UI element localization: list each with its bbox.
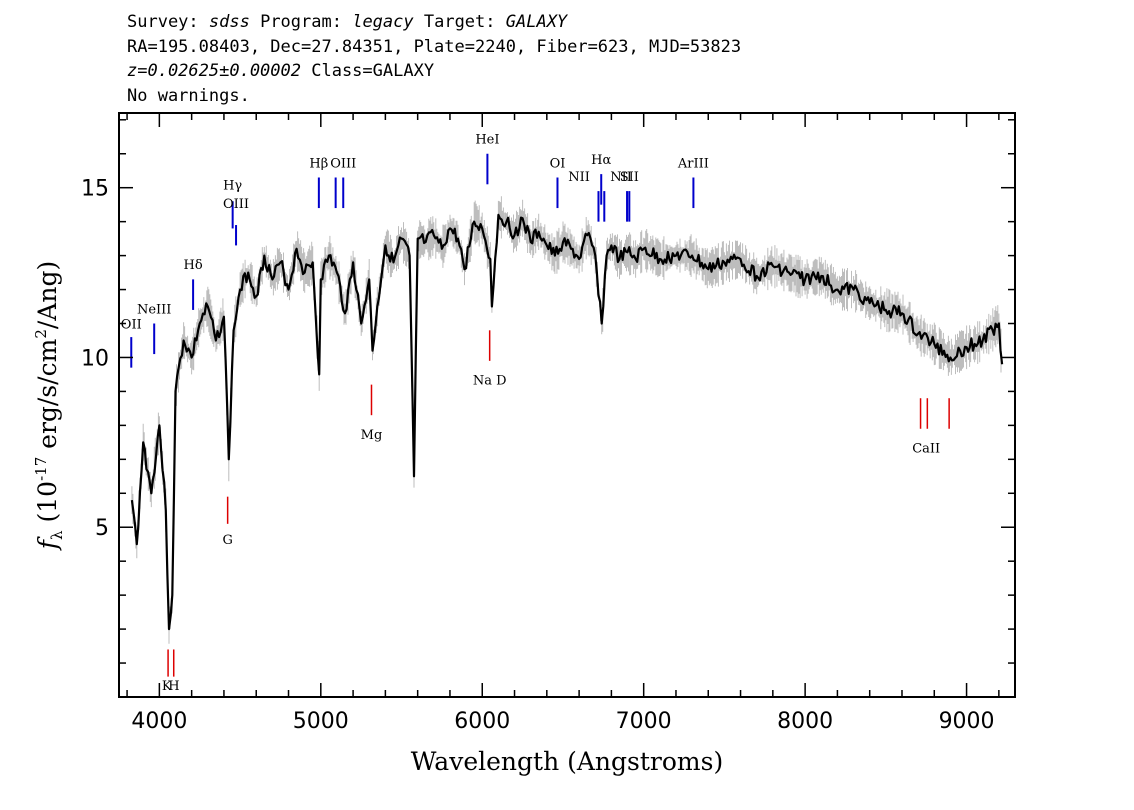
flux-layer [130,213,1004,631]
y-tick-label: 10 [81,346,109,371]
target-value: GALAXY [505,12,568,32]
survey-label: Survey: [127,12,209,32]
x-tick-label: 8000 [777,709,833,734]
axis-tick-labels: 4000 5000 6000 7000 8000 9000 5 10 15 [81,177,995,734]
header-line-redshift: z=0.02625±0.00002 Class=GALAXY [127,59,741,84]
x-tick-label: 4000 [131,709,187,734]
y-axis-title: fλ (10-17 erg/s/cm2/Ang) [32,261,66,551]
spectral-line-label: OI [550,156,566,171]
spectral-line-label: SII [620,170,639,185]
spectral-line-label: NII [610,170,632,185]
flux-line [130,213,1004,631]
x-tick-label: 9000 [939,709,995,734]
x-tick-label: 6000 [454,709,510,734]
spectral-line-label: Hδ [184,258,203,273]
program-label: Program: [249,12,353,32]
header-line-warnings: No warnings. [127,85,250,106]
spectrum-header: Survey: sdss Program: legacy Target: GAL… [127,10,741,108]
redshift-value: z=0.02625±0.00002 [127,61,301,81]
error-band-layer [131,196,1002,644]
header-line-survey: Survey: sdss Program: legacy Target: GAL… [127,10,741,35]
target-label: Target: [413,12,506,32]
spectral-line-label: NII [568,170,590,185]
spectral-line-label: OIII [223,197,249,212]
spectral-line-label: HeI [475,133,499,148]
class-text: Class=GALAXY [301,61,435,81]
flux-error-band [131,196,1002,644]
spectral-line-label: Hα [591,153,611,168]
spectral-line-label: NeIII [137,302,171,317]
header-line-coordinates: RA=195.08403, Dec=27.84351, Plate=2240, … [127,36,742,57]
spectral-line-markers [130,153,950,677]
plot-frame [118,112,1016,698]
spectral-line-label: K [162,679,172,694]
axis-ticks [119,113,1015,697]
spectral-line-label: H [168,679,179,694]
spectral-line-label: ArIII [677,156,709,171]
program-value: legacy [352,12,414,32]
y-tick-label: 5 [95,516,109,541]
spectral-line-label: OIII [330,156,356,171]
y-tick-label: 15 [81,177,109,202]
survey-value: sdss [208,12,250,32]
spectral-line-label: Hγ [223,178,242,193]
spectral-line-label: Hβ [309,156,328,171]
spectral-line-label: OII [121,318,142,333]
x-tick-label: 7000 [616,709,672,734]
x-tick-label: 5000 [293,709,349,734]
x-axis-title: Wavelength (Angstroms) [411,747,723,776]
spectral-line-label: G [222,533,232,548]
spectral-line-label: Mg [361,428,383,443]
spectral-line-label: CaII [912,442,940,457]
spectral-line-label: Na D [473,374,507,389]
